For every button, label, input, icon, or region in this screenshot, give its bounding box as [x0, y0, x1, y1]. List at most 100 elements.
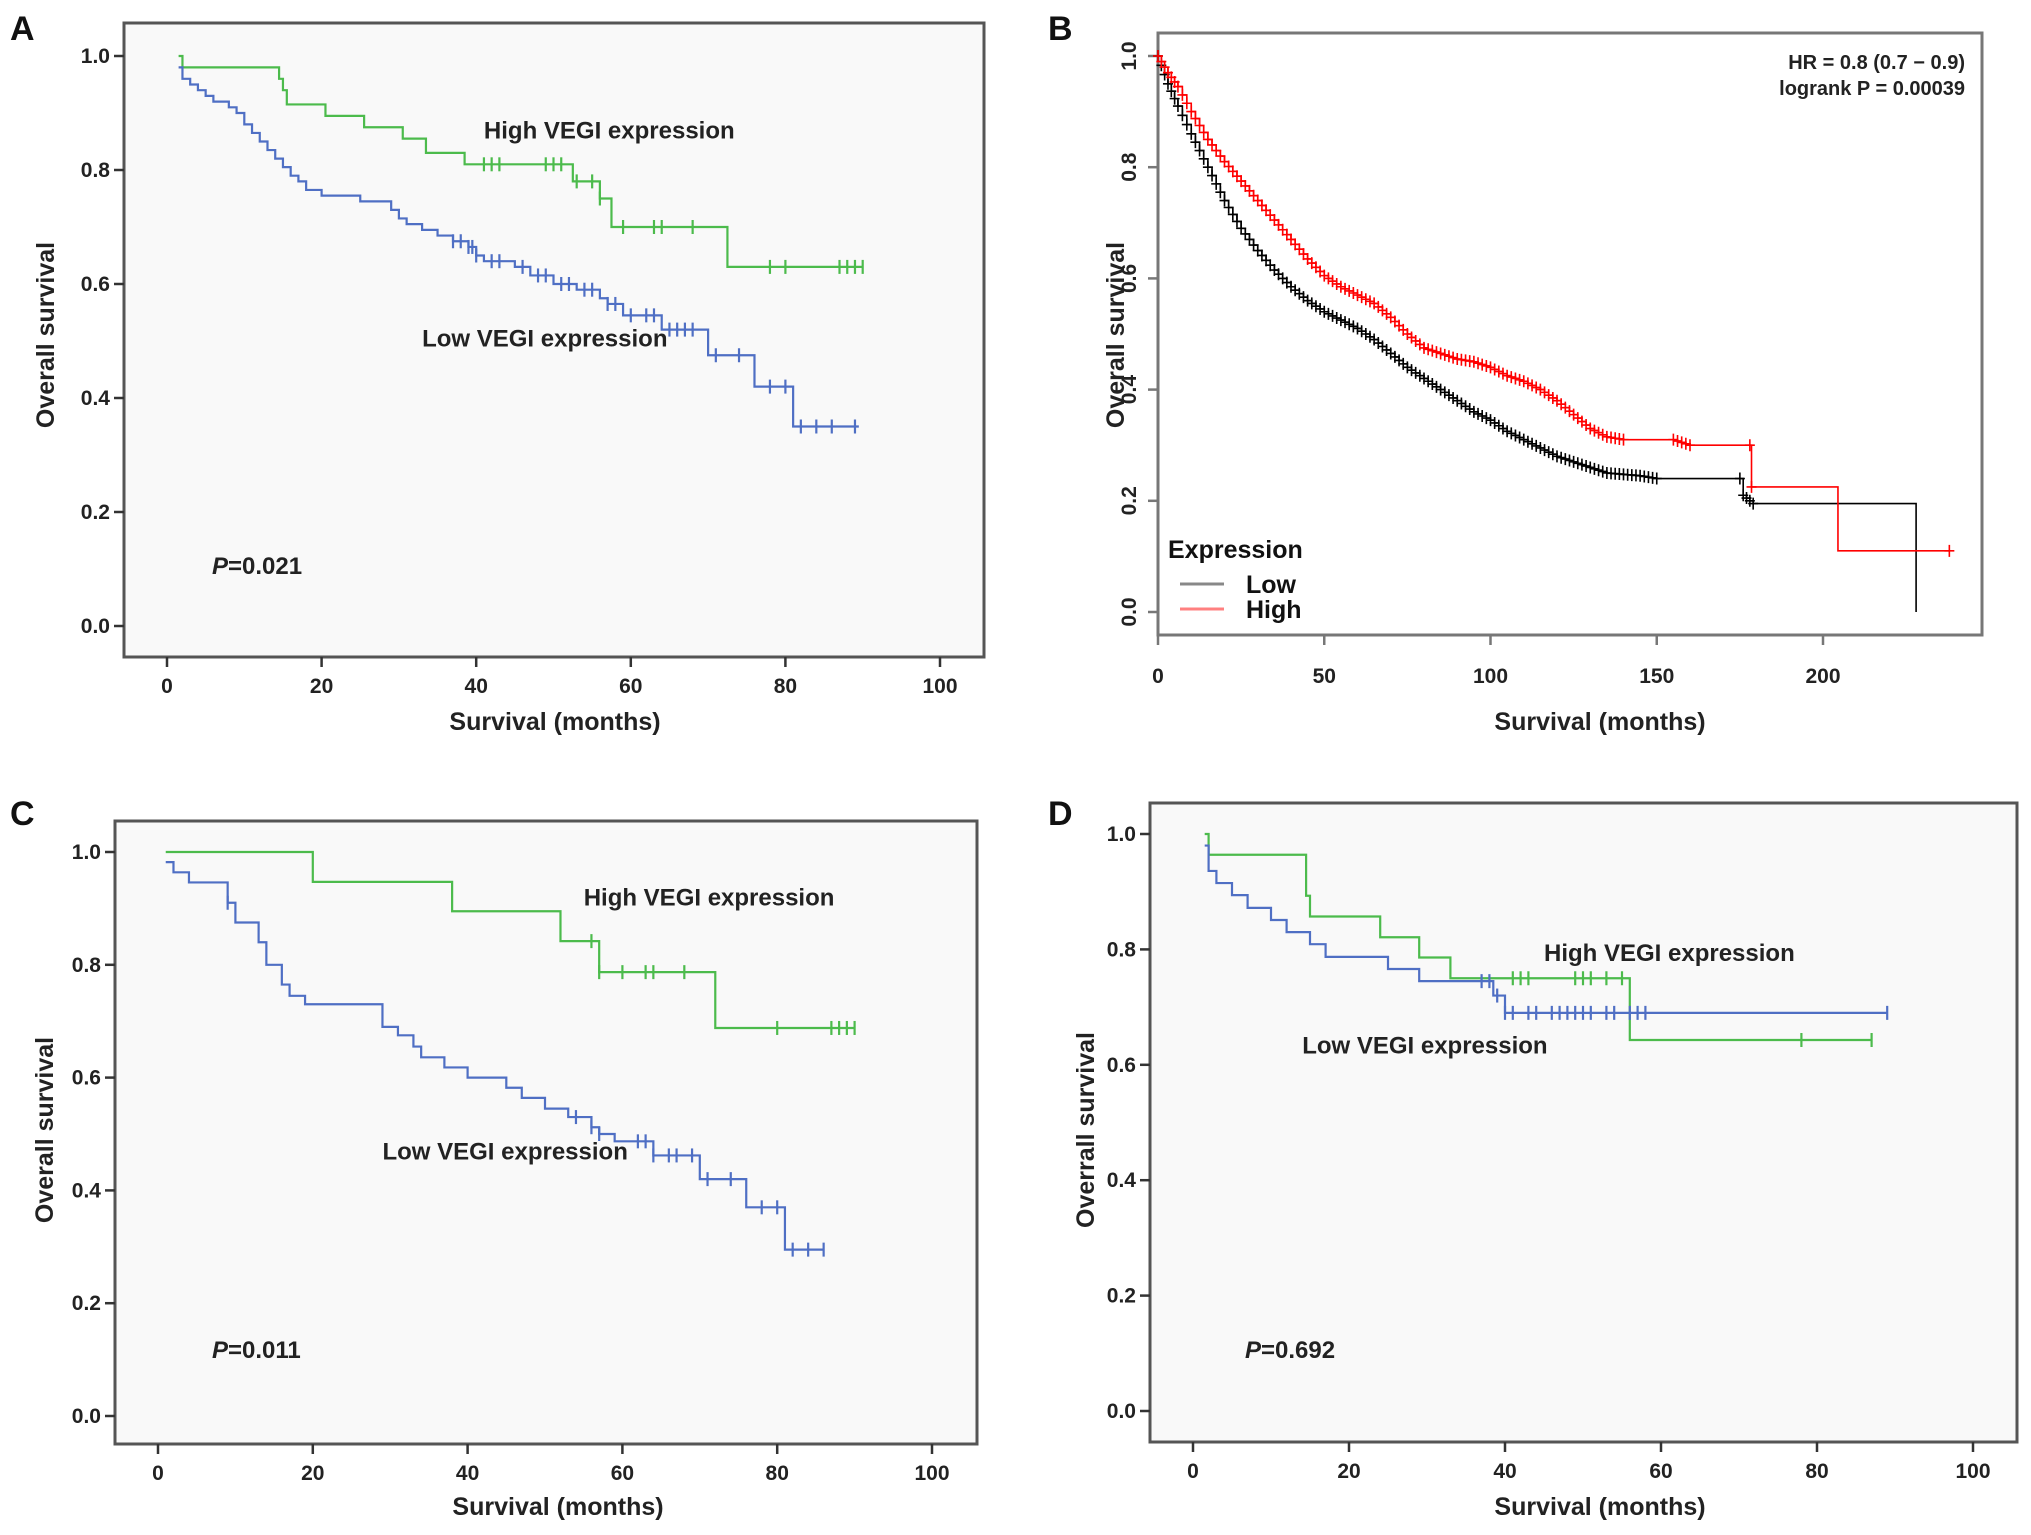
- censor-mark-b-high-41: [1319, 269, 1330, 282]
- censor-mark-b-high-35: [1294, 243, 1305, 256]
- censor-mark-b-high-52: [1364, 295, 1375, 308]
- censor-mark-b-low-79: [1477, 410, 1488, 423]
- y-tick-label-c-4: 0.8: [72, 954, 102, 977]
- censor-mark-b-high-32: [1281, 228, 1292, 241]
- censor-mark-b-high-29: [1269, 214, 1280, 227]
- censor-mark-b-low-62: [1406, 364, 1417, 377]
- x-tick-label-c-1: 20: [301, 1462, 324, 1485]
- p-number-c: =0.011: [228, 1337, 301, 1364]
- censor-mark-b-low-50: [1356, 325, 1367, 338]
- panel-c-chart: C 0 20 40 60 80 100 0.0 0.2 0.4 0.6 0.8 1.0 High VE…: [10, 795, 979, 1521]
- censor-mark-b-high-46: [1340, 282, 1351, 295]
- legend-label-low: Low: [1246, 571, 1297, 599]
- panel-letter-c: C: [10, 795, 35, 833]
- y-axis-title-b: Overall survival: [1102, 242, 1130, 428]
- censor-mark-b-low-68: [1431, 380, 1442, 393]
- censor-mark-b-high-45: [1335, 280, 1346, 293]
- censor-mark-b-low-71: [1443, 389, 1454, 402]
- censor-mark-b-high-106: [1589, 424, 1600, 437]
- censor-mark-b-high-13: [1202, 133, 1213, 146]
- censor-mark-b-low-91: [1527, 437, 1538, 450]
- censor-mark-b-high-51: [1360, 293, 1371, 306]
- censor-mark-b-low-45: [1335, 314, 1346, 327]
- km-curve-a-high-vegi-expression: [178, 54, 863, 268]
- label-low-c: Low VEGI expression: [382, 1138, 627, 1165]
- censor-mark-b-low-82: [1489, 416, 1500, 429]
- censor-mark-b-high-16: [1215, 150, 1226, 163]
- censor-mark-b-high-7: [1177, 88, 1188, 101]
- censor-mark-b-low-64: [1414, 369, 1425, 382]
- censor-mark-b-low-22: [1240, 227, 1251, 240]
- censor-mark-b-low-106: [1589, 462, 1600, 475]
- censor-mark-b-low-69: [1435, 383, 1446, 396]
- x-tick-label-a-1: 20: [310, 675, 333, 698]
- x-tick-label-d-0: 0: [1187, 1460, 1199, 1483]
- censor-mark-b-high-119: [1744, 439, 1755, 452]
- censor-mark-b-high-9: [1186, 105, 1197, 118]
- censor-mark-b-high-95: [1543, 389, 1554, 402]
- censor-mark-b-high-80: [1481, 359, 1492, 372]
- y-tick-label-a-1: 0.2: [81, 501, 110, 524]
- censor-mark-b-high-114: [1668, 433, 1679, 446]
- censor-mark-b-low-14: [1207, 169, 1218, 182]
- censor-mark-b-high-49: [1352, 289, 1363, 302]
- censor-mark-b-low-126: [1748, 497, 1759, 510]
- x-tick-label-c-3: 60: [611, 1462, 634, 1485]
- x-tick-label-b-3: 150: [1639, 665, 1674, 688]
- x-tick-label-a-2: 40: [465, 675, 488, 698]
- y-tick-label-c-1: 0.2: [72, 1292, 101, 1315]
- axis-ticks-b: 0 50 100 150 200 0.0 0.2 0.4 0.6 0.8 1.0: [1118, 41, 1841, 688]
- censor-mark-b-low-51: [1360, 328, 1371, 340]
- x-tick-label-c-5: 100: [914, 1462, 949, 1485]
- censor-mark-b-low-25: [1252, 244, 1263, 257]
- censor-mark-b-low-38: [1306, 297, 1317, 310]
- censor-mark-b-high-21: [1236, 175, 1247, 188]
- censor-mark-b-high-72: [1448, 351, 1459, 364]
- censor-mark-b-high-68: [1431, 346, 1442, 359]
- censor-mark-b-high-33: [1286, 233, 1296, 246]
- censor-mark-b-low-18: [1223, 201, 1234, 214]
- censor-mark-b-low-97: [1552, 450, 1562, 463]
- censor-mark-b-low-52: [1364, 330, 1375, 343]
- censor-mark-b-low-12: [1198, 152, 1209, 165]
- y-tick-label-b-5: 1.0: [1118, 41, 1141, 70]
- plot-area-d: [1148, 801, 2019, 1444]
- censor-mark-b-high-6: [1172, 80, 1183, 93]
- x-tick-label-c-2: 40: [456, 1462, 479, 1485]
- x-tick-label-d-3: 60: [1649, 1460, 1672, 1483]
- censor-mark-b-low-67: [1427, 378, 1438, 391]
- censor-mark-b-high-67: [1427, 344, 1438, 357]
- censor-mark-b-low-73: [1452, 394, 1463, 407]
- censor-mark-b-high-43: [1327, 275, 1338, 288]
- censor-mark-b-high-71: [1443, 350, 1454, 363]
- censor-mark-b-high-24: [1248, 189, 1259, 202]
- censor-mark-b-low-3: [1162, 77, 1173, 90]
- censor-mark-b-high-90: [1522, 377, 1533, 390]
- censor-mark-b-high-44: [1331, 277, 1342, 290]
- x-tick-label-b-0: 0: [1152, 665, 1164, 688]
- censor-mark-b-low-13: [1202, 161, 1213, 174]
- censor-mark-b-low-108: [1597, 465, 1608, 478]
- censor-mark-b-low-40: [1315, 302, 1326, 315]
- censor-mark-b-low-122: [1734, 472, 1745, 485]
- censor-mark-b-high-18: [1223, 160, 1234, 173]
- censor-mark-b-low-47: [1344, 318, 1355, 331]
- p-value-c: P=0.011: [212, 1337, 301, 1364]
- legend-label-high: High: [1246, 596, 1302, 624]
- censor-mark-b-high-36: [1298, 248, 1309, 261]
- censor-mark-b-low-83: [1493, 419, 1504, 432]
- x-tick-label-a-3: 60: [619, 675, 642, 698]
- censor-mark-b-low-26: [1256, 249, 1267, 262]
- censor-mark-b-high-86: [1506, 371, 1517, 384]
- km-curve-a-low-vegi-expression: [178, 66, 859, 428]
- x-tick-label-c-0: 0: [152, 1462, 164, 1485]
- y-tick-label-d-0: 0.0: [1107, 1400, 1136, 1423]
- censor-mark-b-low-61: [1402, 361, 1413, 374]
- km-curve-c-low-vegi-expression: [165, 861, 824, 1251]
- y-axis-title-d: Overrall survival: [1072, 1032, 1100, 1228]
- censor-mark-b-high-70: [1439, 348, 1450, 361]
- censor-mark-b-high-27: [1261, 204, 1272, 217]
- censor-mark-b-low-10: [1190, 136, 1201, 149]
- censor-mark-b-low-88: [1514, 431, 1525, 444]
- censor-mark-b-low-16: [1215, 186, 1226, 199]
